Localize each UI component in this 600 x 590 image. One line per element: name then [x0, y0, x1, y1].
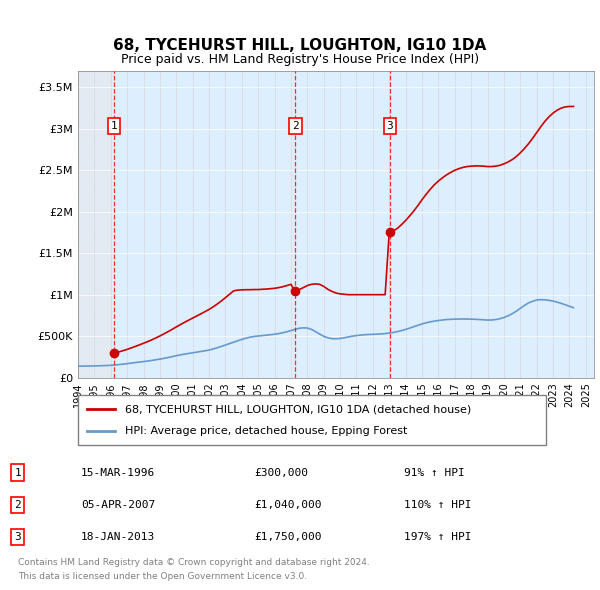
- Text: 15-MAR-1996: 15-MAR-1996: [81, 468, 155, 478]
- Text: 68, TYCEHURST HILL, LOUGHTON, IG10 1DA: 68, TYCEHURST HILL, LOUGHTON, IG10 1DA: [113, 38, 487, 53]
- Text: 110% ↑ HPI: 110% ↑ HPI: [404, 500, 471, 510]
- Text: 3: 3: [386, 121, 394, 131]
- Text: 197% ↑ HPI: 197% ↑ HPI: [404, 532, 471, 542]
- Text: Price paid vs. HM Land Registry's House Price Index (HPI): Price paid vs. HM Land Registry's House …: [121, 53, 479, 66]
- Text: £1,040,000: £1,040,000: [254, 500, 322, 510]
- Text: 2: 2: [14, 500, 21, 510]
- Text: £300,000: £300,000: [254, 468, 308, 478]
- Text: HPI: Average price, detached house, Epping Forest: HPI: Average price, detached house, Eppi…: [125, 427, 407, 437]
- FancyBboxPatch shape: [78, 395, 546, 445]
- Text: 1: 1: [14, 468, 21, 478]
- Bar: [78, 71, 111, 378]
- Text: 1: 1: [110, 121, 118, 131]
- Text: £1,750,000: £1,750,000: [254, 532, 322, 542]
- Text: 68, TYCEHURST HILL, LOUGHTON, IG10 1DA (detached house): 68, TYCEHURST HILL, LOUGHTON, IG10 1DA (…: [125, 404, 471, 414]
- Text: 05-APR-2007: 05-APR-2007: [81, 500, 155, 510]
- Text: 91% ↑ HPI: 91% ↑ HPI: [404, 468, 464, 478]
- Text: 18-JAN-2013: 18-JAN-2013: [81, 532, 155, 542]
- Text: Contains HM Land Registry data © Crown copyright and database right 2024.: Contains HM Land Registry data © Crown c…: [18, 558, 370, 566]
- Text: 3: 3: [14, 532, 21, 542]
- Text: This data is licensed under the Open Government Licence v3.0.: This data is licensed under the Open Gov…: [18, 572, 307, 581]
- Text: 2: 2: [292, 121, 299, 131]
